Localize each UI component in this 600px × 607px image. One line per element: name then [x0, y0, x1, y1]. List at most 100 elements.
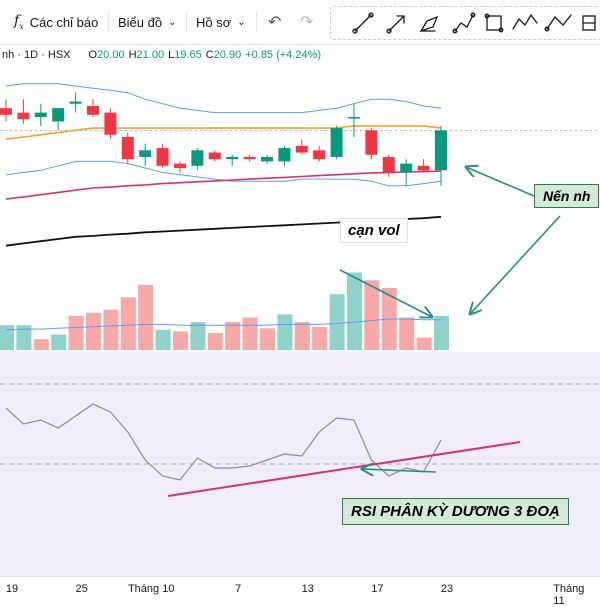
- rsi-divergence-trendline: [167, 441, 521, 497]
- undo-icon[interactable]: ↶: [268, 14, 282, 31]
- candle-body: [313, 150, 326, 160]
- candle-body: [365, 130, 378, 155]
- redo-icon[interactable]: ↷: [300, 14, 314, 31]
- volume-bar: [33, 339, 49, 350]
- close-label: C: [205, 49, 214, 61]
- volume-bar: [120, 297, 136, 350]
- toolbar-divider: [108, 12, 109, 32]
- candle-body: [208, 152, 221, 160]
- volume-bar: [312, 326, 328, 350]
- candle-body: [69, 101, 82, 104]
- volume-bar: [416, 337, 432, 350]
- candle-body: [435, 130, 447, 171]
- chevron-down-icon: ⌄: [168, 16, 177, 28]
- path-icon[interactable]: [452, 12, 476, 34]
- indicators-button[interactable]: fx Các chỉ báo: [14, 10, 98, 34]
- candle-body: [139, 150, 152, 157]
- volume-bar: [434, 315, 449, 350]
- annotation-nen: Nến nh: [534, 184, 600, 208]
- brush-icon[interactable]: [419, 15, 439, 33]
- rsi-line: [5, 403, 442, 481]
- high-label: H: [128, 49, 137, 61]
- volume-bar: [155, 329, 171, 350]
- time-axis-tick-label: 19: [5, 583, 19, 595]
- candle-body: [174, 163, 186, 169]
- volume-moving-average: [5, 318, 441, 331]
- volume-bar: [68, 315, 84, 350]
- volume-bar: [294, 322, 310, 350]
- drawing-toolbar: [330, 6, 600, 40]
- volume-bar: [16, 325, 32, 350]
- candle-body: [0, 108, 12, 115]
- volume-bar: [190, 322, 206, 350]
- bollinger-upper-band: [5, 83, 442, 114]
- volume-pointer-arrow: [470, 215, 561, 314]
- volume-bar: [347, 272, 362, 350]
- annotation-can-vol: cạn vol: [340, 218, 408, 243]
- profile-menu-button[interactable]: Hồ sơ ⌄: [196, 10, 246, 34]
- candle-body: [330, 128, 343, 157]
- price-chart[interactable]: [0, 64, 600, 576]
- volume-decline-arrow: [339, 269, 432, 317]
- candle-body: [348, 117, 360, 119]
- volume-bar: [207, 332, 223, 350]
- interval-label: 1D: [24, 49, 39, 61]
- volume-bar: [0, 325, 14, 350]
- ruler-icon[interactable]: [544, 14, 572, 32]
- chart-menu-button[interactable]: Biểu đồ ⌄: [118, 10, 176, 34]
- high-value: 21.00: [136, 49, 165, 61]
- volume-bar: [399, 317, 415, 350]
- chart-menu-label: Biểu đồ: [118, 14, 163, 30]
- candle-body: [104, 112, 117, 135]
- low-label: L: [168, 49, 175, 61]
- wave-icon[interactable]: [512, 13, 538, 30]
- candle-body: [17, 112, 30, 120]
- candle-body: [295, 145, 308, 153]
- function-icon: fx: [14, 13, 24, 31]
- volume-bar: [86, 312, 101, 350]
- rsi-annotation-arrow: [362, 469, 437, 472]
- volume-bar: [103, 309, 119, 350]
- candle-body: [278, 148, 291, 162]
- low-value: 19.65: [174, 49, 202, 61]
- candle-body: [417, 165, 430, 171]
- ray-icon[interactable]: [386, 15, 405, 34]
- candle-body: [121, 137, 134, 160]
- close-value: 20.90: [213, 49, 242, 61]
- moving-average-orange: [5, 125, 442, 140]
- volume-bar: [277, 314, 293, 350]
- toolbar-divider: [186, 12, 187, 32]
- volume-bar: [260, 328, 275, 350]
- volume-bar: [138, 284, 154, 350]
- annotation-rsi-divergence: RSI PHÂN KỲ DƯƠNG 3 ĐOẠ: [342, 498, 569, 525]
- candle-pointer-arrow: [466, 167, 535, 197]
- candle-body: [191, 150, 204, 166]
- volume-bar: [329, 294, 345, 350]
- time-axis-tick-label: 25: [75, 583, 88, 595]
- trend-line-icon[interactable]: [352, 12, 374, 34]
- time-axis-tick-label: Tháng 11: [553, 583, 585, 607]
- time-axis-tick-label: 23: [440, 583, 454, 595]
- time-axis-tick-label: Tháng 10: [127, 583, 175, 595]
- volume-bar: [173, 331, 188, 350]
- profile-menu-label: Hồ sơ: [196, 14, 232, 30]
- long-position-icon[interactable]: [582, 15, 596, 31]
- candle-body: [226, 156, 239, 160]
- open-value: 20.00: [97, 49, 125, 61]
- candle-body: [34, 112, 47, 118]
- candle-body: [243, 156, 256, 160]
- time-axis[interactable]: 19 25 Tháng 10 7 13 17 23 Tháng 11: [0, 576, 600, 607]
- rectangle-icon[interactable]: [484, 13, 504, 33]
- moving-average-pink: [5, 170, 442, 200]
- open-label: O: [88, 49, 98, 61]
- candle-body: [87, 105, 99, 115]
- toolbar-divider: [256, 12, 257, 32]
- time-axis-tick-label: 17: [371, 583, 384, 595]
- change-value: +0.85 (+4.24%): [245, 49, 322, 61]
- drawing-tools-svg: [352, 12, 596, 34]
- indicators-label: Các chỉ báo: [29, 14, 99, 30]
- symbol-legend: nh · 1D · HSX O 20.00 H 21.00 L 19.65 C …: [2, 49, 322, 61]
- chevron-down-icon: ⌄: [237, 16, 246, 28]
- time-axis-tick-label: 7: [235, 583, 242, 595]
- toolbar: fx Các chỉ báo Biểu đồ ⌄ Hồ sơ ⌄ ↶ ↷: [0, 0, 600, 45]
